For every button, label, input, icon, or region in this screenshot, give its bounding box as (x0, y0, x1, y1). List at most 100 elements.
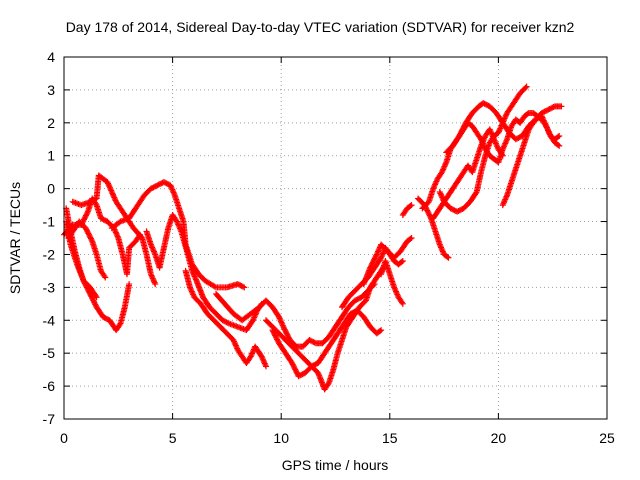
data-point (90, 297, 97, 304)
data-point (448, 206, 455, 213)
data-point (90, 298, 97, 305)
series-track-19 (443, 100, 565, 156)
x-tick-label: 15 (382, 430, 398, 446)
data-point (399, 258, 406, 265)
data-point (540, 109, 547, 116)
data-point (292, 366, 299, 373)
y-tick-label: 4 (47, 49, 55, 65)
data-point (367, 264, 374, 271)
data-point (371, 255, 378, 262)
series-track-21 (430, 126, 506, 222)
data-point (498, 151, 505, 158)
data-point (82, 213, 89, 220)
data-point (482, 101, 489, 108)
data-point (164, 181, 171, 188)
data-point (291, 364, 298, 371)
data-point (481, 100, 488, 107)
data-point (456, 207, 463, 214)
y-tick-label: 0 (47, 181, 55, 197)
chart-title: Day 178 of 2014, Sidereal Day-to-day VTE… (66, 19, 575, 35)
data-point (150, 184, 157, 191)
data-point (85, 230, 92, 237)
data-point (454, 208, 461, 215)
data-point (291, 365, 298, 372)
data-point (80, 216, 87, 223)
data-point (152, 281, 159, 288)
data-point (86, 233, 93, 240)
series-track-7 (143, 211, 265, 334)
data-point (147, 185, 154, 192)
data-point (283, 330, 290, 337)
data-point (89, 197, 96, 204)
data-point (293, 369, 300, 376)
data-point (311, 362, 318, 369)
data-point (87, 235, 94, 242)
x-tick-label: 5 (169, 430, 177, 446)
data-point (408, 235, 415, 241)
data-point (116, 321, 123, 328)
x-tick-label: 10 (273, 430, 289, 446)
data-point (163, 180, 170, 187)
data-point (373, 252, 380, 259)
data-point (460, 123, 467, 130)
data-point (424, 207, 431, 214)
data-point (85, 231, 92, 238)
data-point (355, 295, 362, 302)
data-point (87, 234, 94, 241)
series-track-4 (65, 218, 109, 281)
data-point (90, 196, 97, 203)
data-point (153, 183, 160, 190)
data-point (126, 281, 133, 288)
data-point (555, 133, 562, 140)
series-track-13 (360, 235, 415, 288)
data-point (398, 258, 405, 265)
series-track-8 (182, 267, 269, 370)
data-point (273, 335, 280, 342)
data-point (424, 208, 431, 215)
y-axis-label: SDTVAR / TECUs (7, 182, 23, 294)
data-point (281, 325, 288, 332)
data-point (298, 371, 305, 378)
data-point (281, 326, 288, 333)
data-point (289, 360, 296, 367)
data-point (378, 327, 385, 334)
data-point (445, 254, 452, 261)
data-point (306, 337, 313, 344)
x-tick-label: 25 (599, 430, 615, 446)
series-track-15 (399, 202, 415, 218)
data-point (157, 181, 164, 188)
y-tick-label: 1 (47, 148, 55, 164)
tick-labels: 0 5 10 15 20 25 -7 -6 -5 -4 -3 -2 -1 0 1 2 3 4 (43, 49, 615, 446)
data-point (82, 225, 89, 232)
data-point (309, 362, 316, 369)
data-point (162, 179, 169, 186)
data-points (61, 83, 565, 393)
data-point (369, 260, 376, 267)
data-point (408, 202, 415, 209)
data-point (219, 317, 226, 324)
data-point (512, 136, 519, 143)
y-tick-label: -3 (43, 279, 56, 295)
data-point (558, 103, 565, 110)
data-point (97, 215, 104, 222)
data-point (93, 294, 100, 301)
series-track-11 (262, 307, 385, 370)
data-point (399, 300, 406, 307)
data-point (458, 129, 465, 136)
data-point (239, 283, 246, 290)
data-point (541, 108, 548, 115)
data-point (274, 336, 281, 343)
data-point (262, 363, 269, 370)
data-point (83, 226, 90, 233)
data-point (522, 84, 529, 91)
data-point (101, 273, 108, 280)
data-point (549, 104, 556, 111)
data-point (237, 282, 244, 289)
data-point (352, 297, 359, 304)
data-point (514, 135, 521, 142)
data-point (369, 259, 376, 266)
data-point (102, 274, 109, 281)
series-track-14 (378, 258, 406, 307)
data-point (533, 115, 540, 122)
